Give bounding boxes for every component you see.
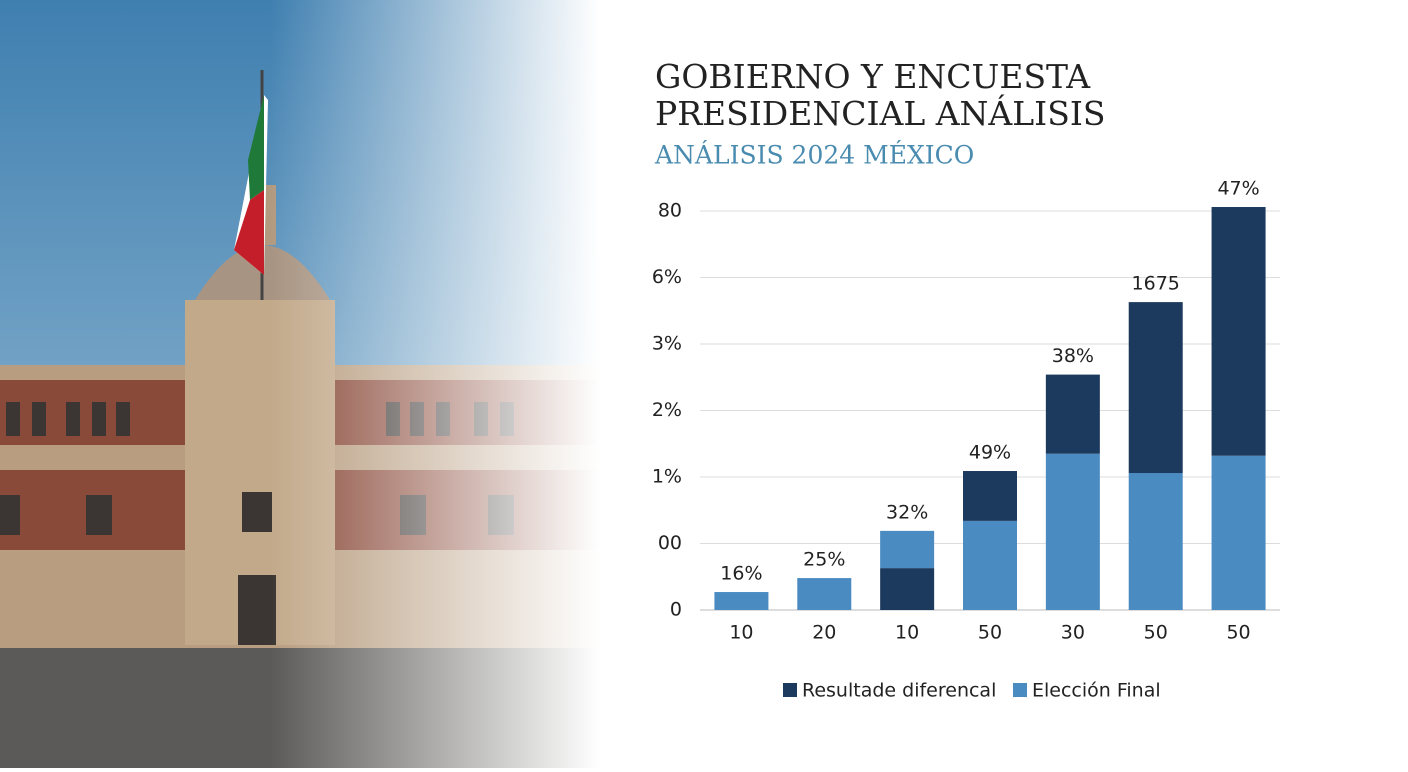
chart-title: GOBIERNO Y ENCUESTA [655, 57, 1091, 96]
y-tick-label: 0 [670, 599, 682, 621]
chart-subtitle: ANÁLISIS 2024 MÉXICO [654, 141, 974, 170]
bar-segment [1045, 374, 1100, 454]
legend-label: Resultade diferencal [802, 680, 996, 702]
legend-label: Elección Final [1032, 680, 1161, 702]
chart-title: PRESIDENCIAL ANÁLISIS [655, 93, 1105, 133]
x-tick-label: 20 [812, 622, 836, 644]
bar-total-label: 38% [1052, 345, 1094, 367]
bar-segment [963, 471, 1017, 521]
y-tick-label: 6% [652, 266, 682, 288]
y-tick-label: 3% [652, 333, 682, 355]
bar-segment [797, 578, 852, 610]
bar-total-label: 49% [969, 442, 1011, 464]
legend-swatch [783, 683, 797, 697]
photo [0, 0, 600, 768]
legend-swatch [1013, 683, 1027, 697]
bar-total-label: 47% [1217, 178, 1259, 200]
x-tick-label: 50 [1226, 622, 1250, 644]
x-tick-label: 10 [895, 622, 919, 644]
bar-segment [1211, 207, 1266, 456]
bar-total-label: 16% [720, 563, 762, 585]
bar-segment [714, 592, 769, 610]
bar-segment [1045, 453, 1100, 610]
bar-segment [880, 568, 935, 610]
bar-total-label: 25% [803, 549, 845, 571]
bar-total-label: 1675 [1132, 273, 1180, 295]
bar-total-label: 32% [886, 501, 928, 523]
bar-segment [1211, 455, 1266, 610]
bar-segment [1128, 473, 1183, 610]
x-tick-label: 10 [729, 622, 753, 644]
bar-segment [880, 530, 935, 569]
y-tick-label: 80 [658, 200, 682, 222]
y-tick-label: 00 [658, 532, 682, 554]
y-tick-label: 2% [652, 399, 682, 421]
x-tick-label: 50 [1144, 622, 1168, 644]
y-tick-label: 1% [652, 466, 682, 488]
bar-segment [1128, 302, 1183, 474]
x-tick-label: 30 [1061, 622, 1085, 644]
bar-segment [963, 520, 1017, 610]
x-tick-label: 50 [978, 622, 1002, 644]
